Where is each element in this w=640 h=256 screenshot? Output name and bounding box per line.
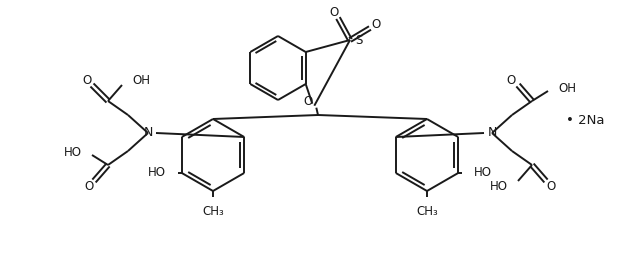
Text: O: O xyxy=(330,6,339,19)
Text: N: N xyxy=(487,125,497,138)
Text: O: O xyxy=(84,179,93,193)
Text: HO: HO xyxy=(490,179,508,193)
Text: O: O xyxy=(83,74,92,88)
Text: OH: OH xyxy=(558,81,576,94)
Text: O: O xyxy=(506,73,516,87)
Text: S: S xyxy=(355,34,362,47)
Text: HO: HO xyxy=(148,166,166,179)
Text: O: O xyxy=(547,179,556,193)
Text: CH₃: CH₃ xyxy=(416,205,438,218)
Text: HO: HO xyxy=(474,166,492,179)
Text: N: N xyxy=(143,125,153,138)
Text: OH: OH xyxy=(132,73,150,87)
Text: • 2Na: • 2Na xyxy=(566,113,605,126)
Text: CH₃: CH₃ xyxy=(202,205,224,218)
Text: HO: HO xyxy=(64,145,82,158)
Text: O: O xyxy=(304,95,313,108)
Text: O: O xyxy=(371,17,381,30)
